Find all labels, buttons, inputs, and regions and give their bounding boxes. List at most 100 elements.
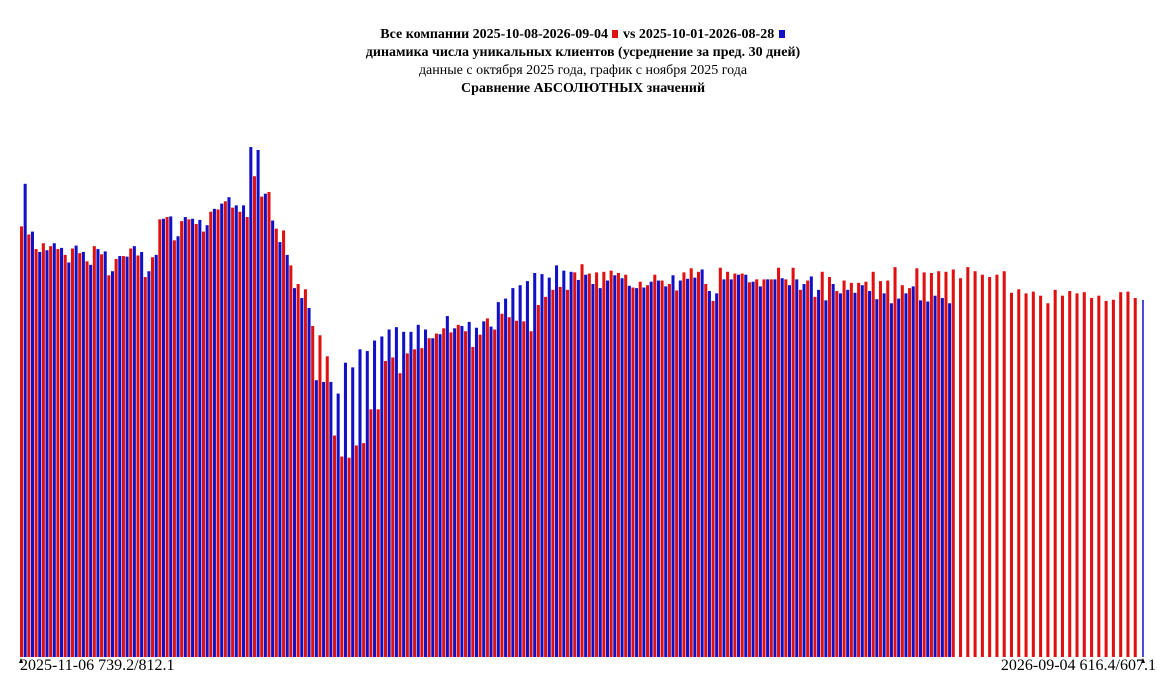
bar-series2-119: [889, 303, 893, 657]
bar-series1-43: [333, 435, 337, 657]
bar-series2-12: [110, 271, 115, 657]
bar-series2-107: [802, 284, 806, 657]
bar-series2-67: [511, 288, 515, 657]
bar-series1-96: [718, 267, 722, 657]
bar-series2-29: [234, 205, 238, 658]
bar-series1-134: [995, 274, 999, 657]
bar-series1-140: [1039, 295, 1043, 657]
bar-series1-14: [121, 256, 125, 657]
bar-series2-41: [322, 381, 326, 657]
bar-series2-72: [547, 277, 551, 657]
bar-series2-42: [329, 381, 333, 657]
bar-series2-58: [445, 316, 449, 657]
bar-series1-49: [376, 409, 380, 657]
bar-series2-100: [751, 281, 755, 657]
bar-series2-96: [722, 279, 726, 657]
bar-series1-123: [915, 268, 919, 657]
bar-series1-4: [49, 246, 53, 657]
bar-series1-87: [653, 274, 657, 657]
bar-series2-53: [409, 331, 413, 657]
bar-series1-137: [1017, 289, 1021, 657]
bar-series1-84: [631, 287, 635, 657]
bar-series1-36: [282, 230, 286, 658]
bar-series2-78: [591, 284, 595, 657]
bar-series2-109: [817, 289, 821, 657]
bar-series2-57: [438, 334, 442, 657]
bar-series1-121: [900, 285, 904, 657]
bar-series1-126: [937, 271, 941, 657]
bar-series2-15: [132, 246, 136, 657]
series1-title: Все компании 2025-10-08-2026-09-04: [380, 27, 608, 42]
bar-series1-79: [595, 272, 599, 657]
vs-label: vs: [622, 27, 636, 42]
bar-series2-111: [831, 284, 835, 657]
bar-series2-60: [460, 325, 464, 657]
bar-series1-18: [151, 257, 155, 657]
bar-series1-113: [842, 280, 846, 657]
bar-series1-143: [1060, 295, 1064, 657]
bar-series1-45: [347, 457, 351, 657]
bar-series1-27: [216, 209, 220, 657]
bar-series2-116: [868, 291, 872, 657]
bar-series1-128: [951, 269, 955, 657]
bar-series2-73: [555, 265, 559, 657]
bar-series1-112: [835, 291, 839, 657]
bar-series2-92: [693, 277, 697, 657]
bar-series2-104: [780, 278, 784, 657]
bar-series1-130: [966, 267, 970, 657]
bar-series2-74: [562, 270, 566, 657]
bar-series1-57: [434, 333, 438, 657]
bar-series1-9: [85, 261, 89, 657]
bar-series1-38: [296, 284, 300, 657]
bar-series2-0: [23, 183, 27, 658]
bar-series1-76: [573, 272, 577, 657]
bar-series2-31: [249, 147, 253, 657]
bar-series1-101: [755, 279, 759, 657]
bar-series2-64: [489, 326, 493, 657]
bar-series2-108: [809, 276, 813, 657]
bar-series1-39: [303, 289, 307, 657]
bar-series2-106: [795, 279, 799, 657]
bar-series1-88: [660, 280, 664, 657]
bar-series1-6: [63, 254, 67, 657]
bar-series2-127: [948, 303, 952, 657]
bar-series1-22: [180, 221, 184, 657]
bar-series2-22: [183, 217, 187, 657]
bar-series2-105: [787, 285, 791, 657]
bar-series1-83: [624, 274, 628, 657]
bar-series2-35: [278, 242, 282, 657]
bar-series2-47: [365, 351, 369, 657]
bar-series1-106: [791, 267, 795, 657]
bar-series2-27: [220, 203, 224, 658]
bar-series2-81: [613, 275, 617, 657]
bar-series2-123: [918, 300, 923, 657]
title-line-1: Все компании 2025-10-08-2026-09-04 vs 20…: [0, 26, 1166, 44]
bar-series2-126: [940, 298, 944, 657]
bar-series1-93: [696, 271, 701, 657]
bar-series1-23: [187, 219, 191, 657]
bar-series2-37: [292, 288, 297, 657]
footer-right-label: 2026-09-04 616.4/607.1: [1000, 657, 1156, 674]
bar-series1-120: [893, 267, 897, 657]
bar-series1-114: [849, 282, 853, 657]
bar-series1-67: [507, 317, 511, 657]
bar-series2-55: [424, 329, 428, 657]
bar-series2-33: [263, 193, 267, 657]
bar-series2-7: [74, 245, 78, 657]
bar-series1-136: [1009, 292, 1014, 657]
bar-series2-9: [89, 264, 93, 657]
bar-series1-34: [267, 191, 271, 657]
bar-series1-32: [252, 176, 256, 657]
bar-series1-44: [340, 456, 344, 657]
bar-series1-71: [536, 305, 540, 657]
bar-series1-1: [27, 234, 31, 657]
bar-series2-21: [176, 236, 180, 657]
bar-series1-63: [478, 334, 482, 657]
bar-series1-99: [740, 273, 744, 657]
bar-series1-50: [383, 360, 387, 657]
bar-series2-39: [307, 307, 311, 657]
bar-series1-138: [1024, 293, 1028, 657]
bar-series2-121: [904, 293, 908, 657]
bar-series2-71: [540, 274, 544, 657]
bar-series2-84: [635, 288, 639, 657]
